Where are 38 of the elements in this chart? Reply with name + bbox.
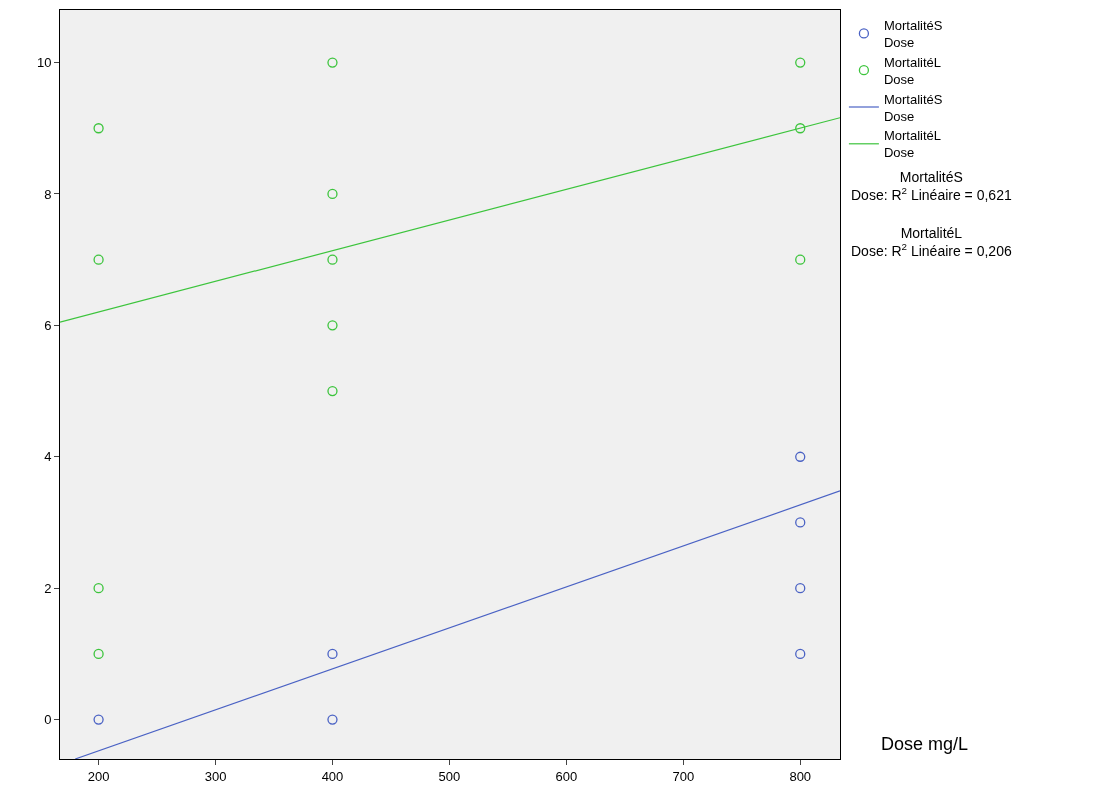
point bbox=[327, 57, 338, 68]
legend-label: MortalitéL Dose bbox=[883, 54, 941, 87]
x-tick-label: 400 bbox=[321, 768, 344, 784]
point bbox=[327, 254, 338, 265]
y-tick-label: 2 bbox=[44, 580, 52, 596]
point bbox=[327, 385, 338, 397]
legend-label: MortalitéS Dose bbox=[883, 18, 943, 50]
point bbox=[327, 648, 338, 660]
point bbox=[93, 254, 104, 265]
point bbox=[327, 188, 338, 200]
y-tick-label: 6 bbox=[44, 317, 52, 333]
point bbox=[795, 57, 806, 68]
x-tick-label: 700 bbox=[672, 768, 695, 784]
point bbox=[795, 583, 806, 594]
x-axis-title: Dose mg/L bbox=[881, 734, 969, 754]
point bbox=[93, 123, 104, 134]
point bbox=[795, 254, 806, 265]
text: MortalitéS Dose: R$^{2}$ Linéaire = 0,621 bbox=[851, 169, 1012, 204]
point bbox=[93, 583, 104, 594]
point bbox=[327, 320, 338, 331]
y-tick-label: 4 bbox=[44, 449, 52, 465]
legend-label: MortalitéL Dose bbox=[883, 128, 941, 161]
text: MortalitéL Dose: R$^{2}$ Linéaire = 0,206 bbox=[851, 225, 1012, 260]
x-tick-label: 200 bbox=[87, 768, 110, 784]
legend-label: MortalitéS Dose bbox=[883, 91, 943, 124]
point bbox=[795, 648, 806, 660]
y-tick-label: 0 bbox=[44, 712, 52, 728]
point bbox=[93, 648, 104, 660]
point bbox=[93, 714, 104, 725]
x-tick-label: 800 bbox=[789, 768, 812, 784]
x-tick-label: 500 bbox=[438, 768, 461, 784]
x-tick-label: 600 bbox=[555, 768, 578, 784]
y-tick-label: 8 bbox=[44, 186, 52, 202]
x-tick-label: 300 bbox=[204, 768, 227, 784]
point bbox=[327, 714, 338, 725]
point bbox=[795, 517, 806, 528]
y-tick-label: 10 bbox=[36, 55, 52, 71]
point bbox=[795, 451, 806, 462]
